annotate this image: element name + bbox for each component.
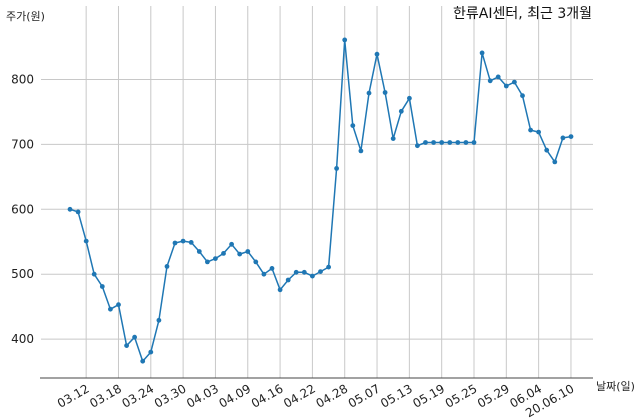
x-tick-label: 05.25 [443, 381, 480, 410]
y-tick-label: 500 [11, 267, 34, 281]
data-point [431, 140, 436, 145]
data-point [512, 79, 517, 85]
data-point [439, 140, 445, 145]
data-point [116, 302, 121, 308]
data-point [479, 50, 485, 56]
data-point [99, 284, 105, 289]
data-point [164, 264, 170, 269]
data-point [67, 206, 73, 212]
data-point [318, 269, 323, 274]
data-point [390, 136, 396, 142]
x-tick-label: 03.30 [152, 381, 189, 410]
data-point [487, 78, 493, 84]
data-point [471, 140, 477, 145]
x-tick-label: 05.29 [475, 381, 512, 410]
data-point [293, 269, 299, 275]
data-point [495, 74, 501, 80]
data-point [520, 93, 525, 99]
data-point [407, 95, 412, 101]
x-tick-label: 03.12 [55, 381, 92, 410]
data-point [447, 140, 453, 145]
data-point [205, 259, 210, 265]
x-tick-label: 03.18 [87, 381, 124, 410]
data-point [358, 148, 364, 154]
data-point [269, 266, 275, 271]
data-point [301, 269, 307, 275]
data-point [423, 140, 428, 145]
y-tick-label: 400 [11, 332, 34, 346]
data-point [350, 123, 356, 128]
data-point [132, 334, 138, 340]
data-point [237, 251, 243, 257]
data-point [463, 140, 469, 145]
chart-title: 한류AI센터, 최근 3개월 [453, 6, 592, 22]
data-point [528, 127, 533, 133]
data-point [172, 240, 178, 246]
data-point [342, 37, 348, 43]
data-point [148, 349, 154, 355]
x-tick-label: 05.07 [346, 381, 383, 410]
x-tick-label: 05.13 [378, 381, 415, 410]
x-tick-label: 04.28 [313, 381, 350, 410]
price-series [67, 37, 574, 364]
data-point [374, 51, 380, 57]
data-point [560, 135, 566, 141]
data-point [196, 249, 202, 254]
data-point [108, 306, 113, 312]
data-point [229, 241, 235, 247]
y-tick-label: 600 [11, 202, 34, 216]
data-point [310, 273, 315, 279]
data-point [334, 166, 339, 171]
data-point [253, 259, 259, 265]
data-point [180, 238, 186, 244]
data-point [455, 140, 461, 145]
y-axis-title: 주가(원) [6, 10, 45, 23]
data-point [382, 90, 388, 95]
y-tick-label: 800 [11, 73, 34, 87]
x-axis-title: 날짜(일) [596, 379, 635, 393]
data-point [261, 271, 267, 277]
grid-lines [41, 6, 593, 378]
data-point [245, 249, 251, 254]
price-line [69, 39, 572, 362]
data-point [188, 240, 194, 245]
x-tick-labels: 03.1203.1803.2403.3004.0304.0904.1604.22… [55, 381, 577, 419]
data-point [83, 238, 89, 244]
data-point [221, 251, 226, 256]
data-point [415, 143, 420, 149]
y-tick-label: 700 [11, 137, 34, 151]
data-point [326, 264, 331, 270]
x-tick-label: 03.24 [120, 381, 157, 410]
data-point [568, 134, 574, 140]
data-point [552, 159, 558, 165]
data-point [285, 277, 291, 283]
y-tick-labels: 400 500 600 700 800 [11, 73, 34, 347]
data-point [503, 83, 509, 89]
data-point [544, 147, 550, 153]
data-point [75, 209, 81, 215]
data-point [277, 287, 283, 293]
data-point [124, 343, 129, 348]
data-point [536, 129, 541, 135]
x-tick-label: 05.19 [410, 381, 447, 410]
x-tick-label: 04.03 [184, 381, 221, 410]
x-tick-label: 04.16 [249, 381, 286, 410]
data-point [398, 108, 404, 114]
data-point [213, 256, 218, 261]
x-tick-label: 04.09 [217, 381, 254, 410]
data-point [156, 317, 162, 323]
data-point [140, 358, 146, 364]
x-tick-label: 04.22 [281, 381, 318, 410]
data-point [91, 271, 97, 277]
data-point [366, 90, 372, 96]
